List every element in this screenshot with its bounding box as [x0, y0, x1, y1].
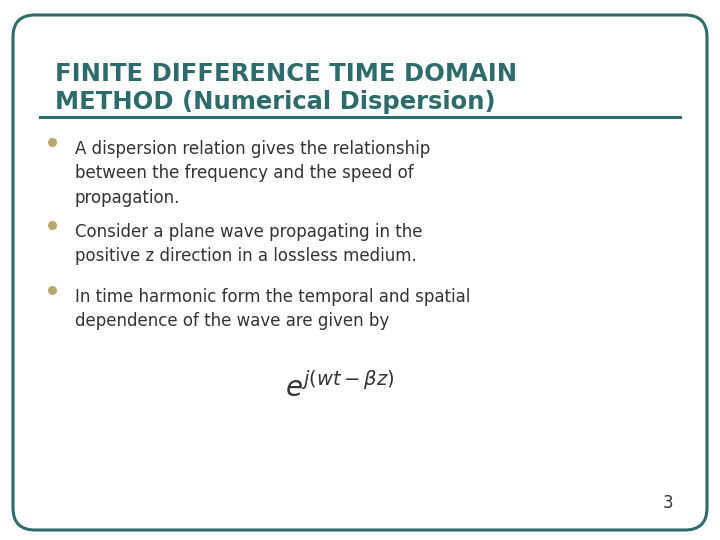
- Text: Consider a plane wave propagating in the
positive z direction in a lossless medi: Consider a plane wave propagating in the…: [75, 223, 423, 265]
- Text: $e^{j(wt-\beta z)}$: $e^{j(wt-\beta z)}$: [285, 372, 395, 403]
- Text: 3: 3: [662, 494, 673, 512]
- Text: METHOD (Numerical Dispersion): METHOD (Numerical Dispersion): [55, 90, 495, 114]
- Text: A dispersion relation gives the relationship
between the frequency and the speed: A dispersion relation gives the relation…: [75, 140, 431, 207]
- FancyBboxPatch shape: [13, 15, 707, 530]
- Text: In time harmonic form the temporal and spatial
dependence of the wave are given : In time harmonic form the temporal and s…: [75, 288, 470, 330]
- Text: FINITE DIFFERENCE TIME DOMAIN: FINITE DIFFERENCE TIME DOMAIN: [55, 62, 517, 86]
